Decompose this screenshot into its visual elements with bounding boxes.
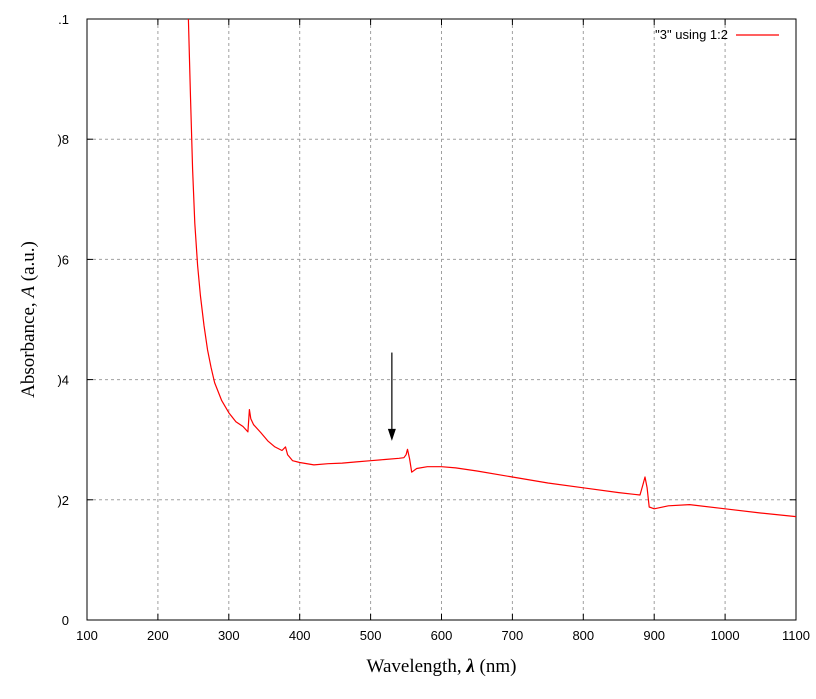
axis-ticks: 100 200 300 400 500 600 700 800 900 1000 1100 0 )2 )4… bbox=[57, 12, 810, 643]
x-tick-label: 200 bbox=[147, 628, 169, 643]
y-tick-label: )4 bbox=[57, 373, 69, 388]
x-tick-label: 800 bbox=[572, 628, 594, 643]
y-axis-label: Absorbance, A (a.u.) bbox=[18, 241, 39, 398]
y-tick-label: .1 bbox=[58, 12, 69, 27]
x-axis-label-symbol: λ bbox=[465, 656, 474, 677]
series-layer bbox=[187, 18, 797, 518]
series-line bbox=[187, 18, 797, 518]
x-tick-label: 500 bbox=[360, 628, 382, 643]
x-tick-label: 1000 bbox=[711, 628, 740, 643]
x-axis-label-suffix: (nm) bbox=[475, 656, 517, 677]
y-axis-label-prefix: Absorbance, bbox=[18, 298, 39, 398]
x-axis-label-prefix: Wavelength, bbox=[367, 656, 467, 677]
x-tick-label: 400 bbox=[289, 628, 311, 643]
x-tick-label: 900 bbox=[643, 628, 665, 643]
y-tick-label: )2 bbox=[57, 493, 69, 508]
x-tick-label: 1100 bbox=[782, 628, 810, 643]
legend-label: "3" using 1:2 bbox=[655, 27, 728, 42]
x-tick-label: 600 bbox=[431, 628, 453, 643]
annotation-layer bbox=[387, 352, 396, 441]
grid-lines bbox=[87, 19, 796, 620]
x-tick-label: 100 bbox=[76, 628, 98, 643]
y-tick-label: )6 bbox=[57, 252, 69, 267]
x-axis-label: Wavelength, λ (nm) bbox=[367, 656, 517, 677]
y-tick-label: )8 bbox=[57, 132, 69, 147]
legend: "3" using 1:2 bbox=[655, 27, 779, 42]
y-tick-label: 0 bbox=[62, 613, 69, 628]
x-tick-label: 700 bbox=[502, 628, 524, 643]
y-axis-label-symbol: A bbox=[18, 286, 39, 300]
x-tick-label: 300 bbox=[218, 628, 240, 643]
y-axis-label-suffix: (a.u.) bbox=[18, 241, 39, 286]
arrow-head bbox=[387, 428, 396, 441]
